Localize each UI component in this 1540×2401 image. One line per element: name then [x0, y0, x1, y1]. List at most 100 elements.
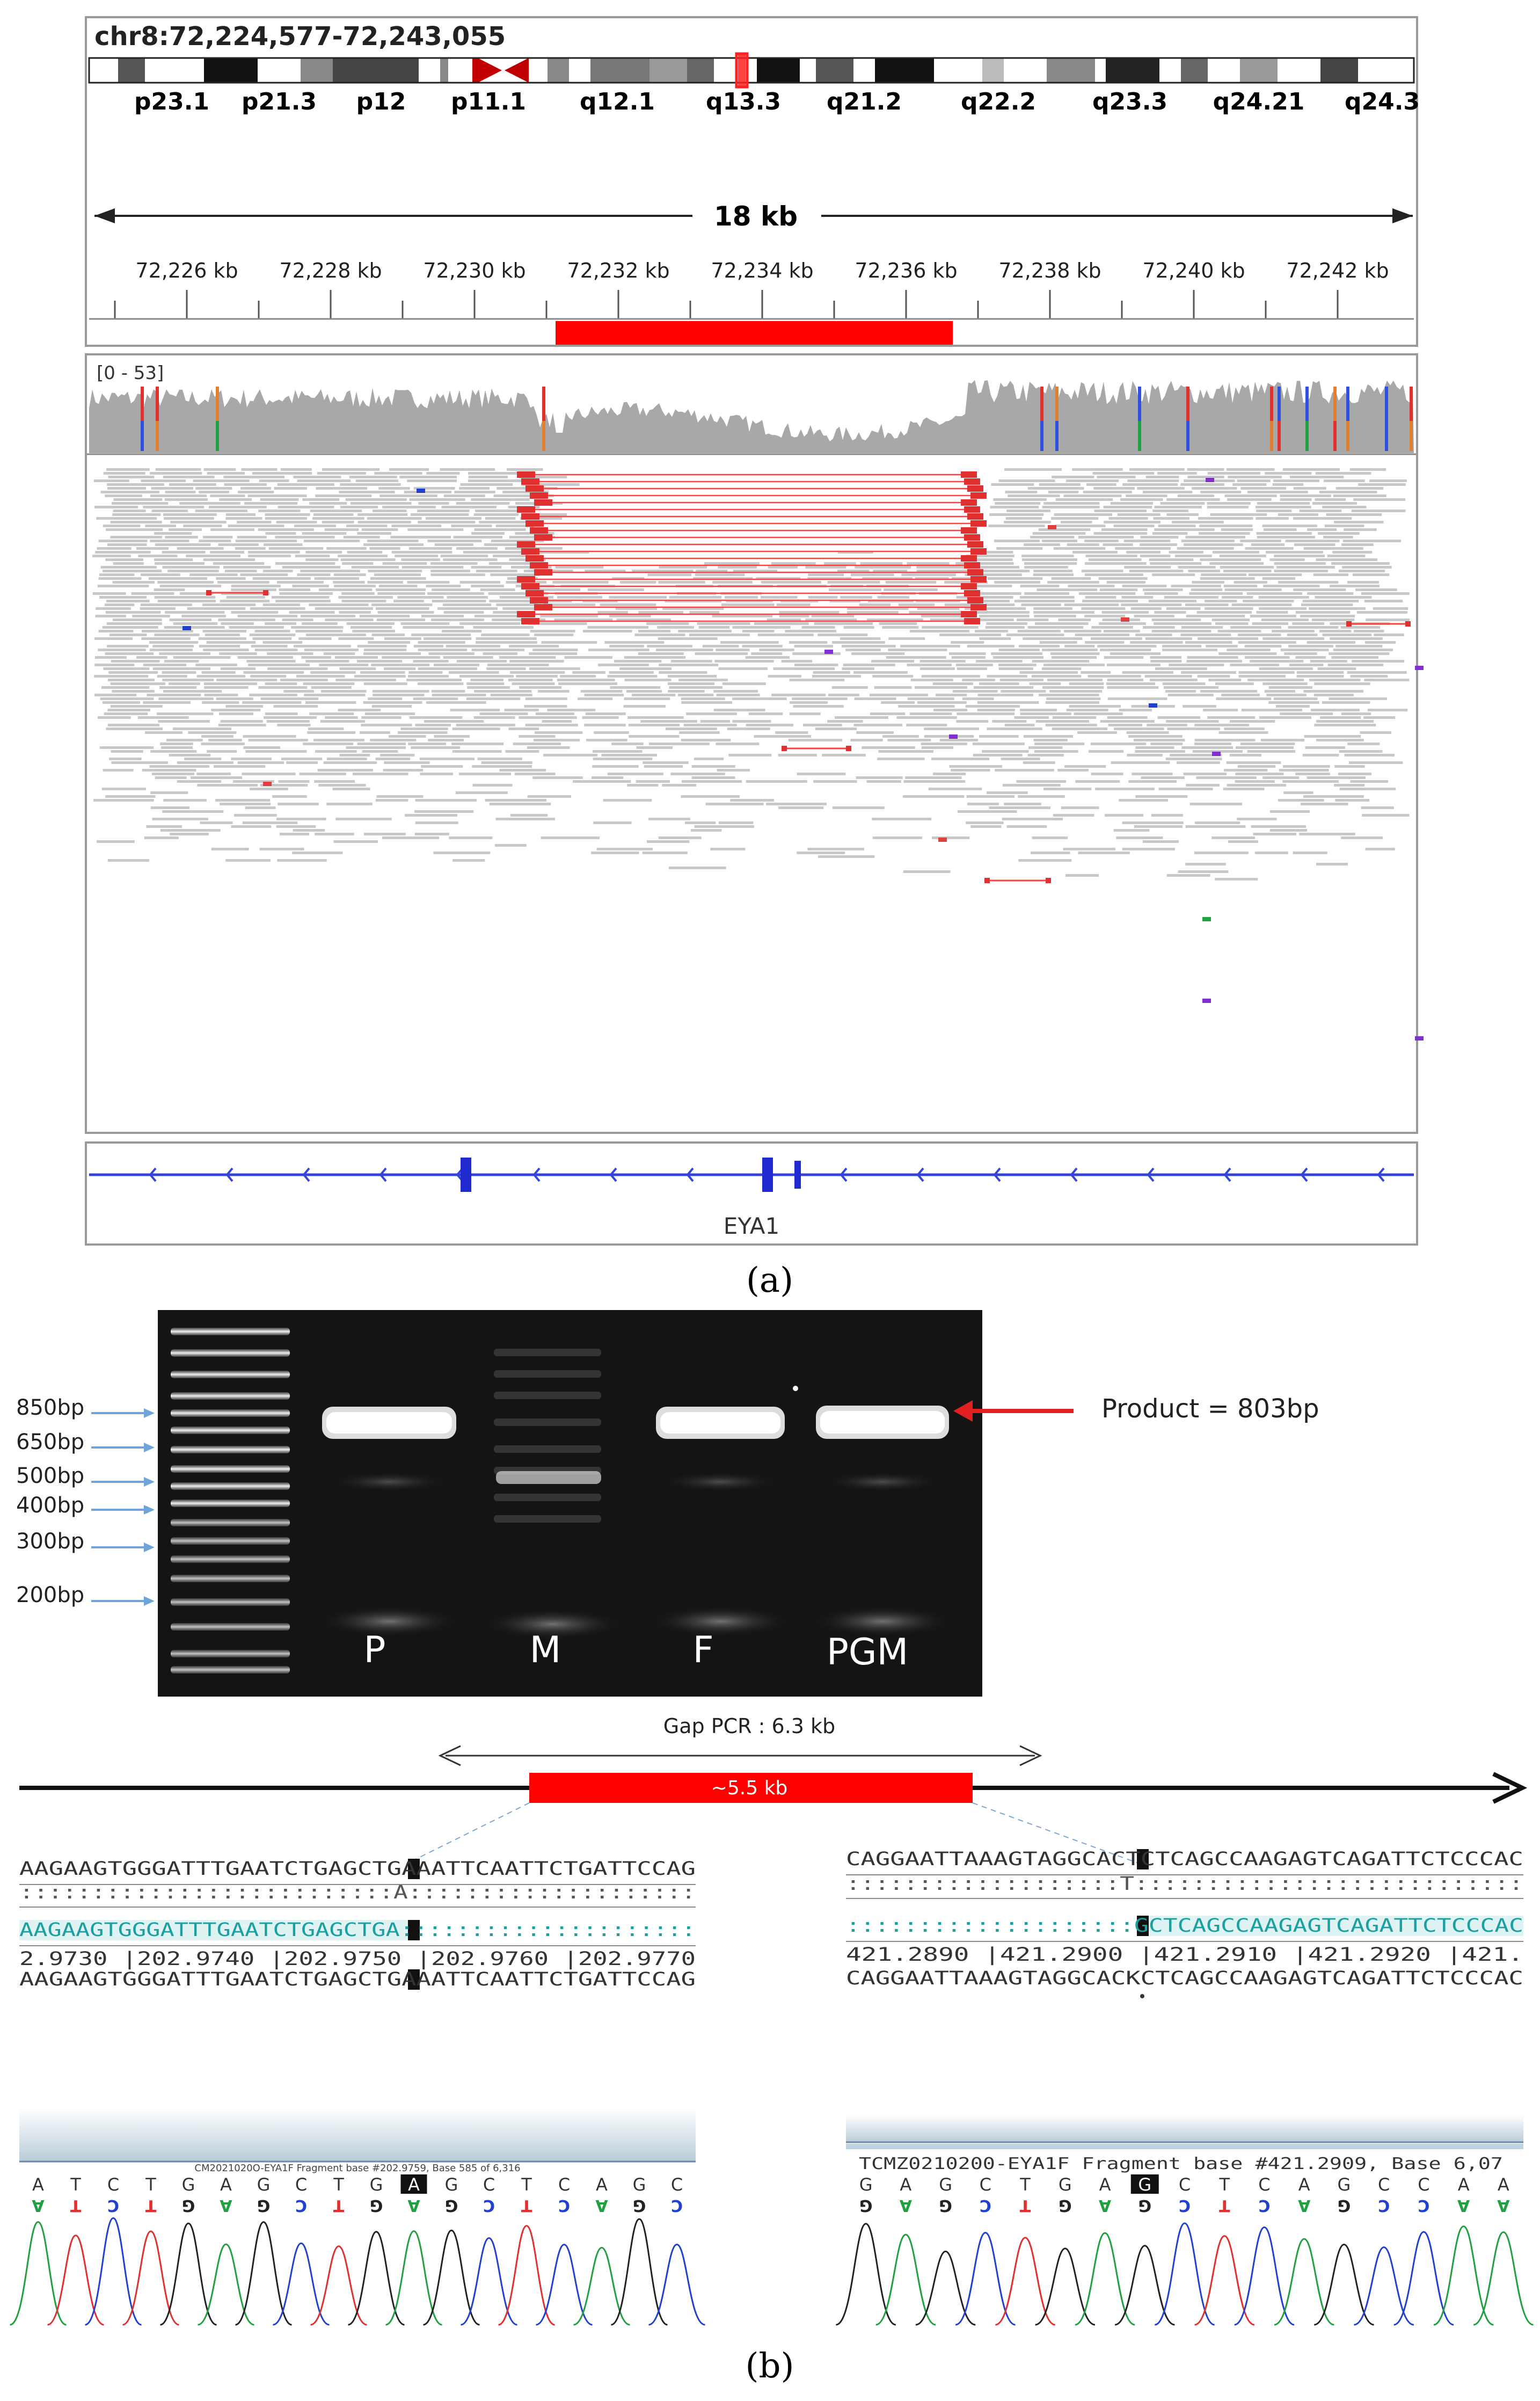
- read-end: [970, 548, 987, 555]
- read: [778, 806, 824, 809]
- read: [702, 645, 739, 647]
- read: [1155, 667, 1207, 670]
- read: [607, 773, 663, 775]
- read: [1183, 773, 1227, 775]
- read-end: [967, 485, 983, 492]
- read: [985, 626, 1025, 629]
- read: [509, 660, 564, 663]
- read: [789, 679, 845, 681]
- read: [471, 498, 530, 501]
- read: [224, 483, 267, 486]
- read: [1235, 773, 1284, 775]
- gel-glow: [661, 1472, 779, 1491]
- chromatogram-header: [19, 2108, 696, 2162]
- read: [713, 690, 758, 693]
- gel-glow: [823, 1472, 941, 1491]
- cytoband: [590, 58, 649, 83]
- read: [472, 765, 532, 768]
- read: [979, 615, 1030, 617]
- read: [1335, 645, 1383, 647]
- breakpoint-highlight: [1137, 1916, 1149, 1936]
- read: [200, 821, 233, 824]
- read: [479, 521, 539, 523]
- read: [291, 626, 344, 629]
- read: [1049, 690, 1103, 693]
- read: [204, 686, 249, 689]
- read: [294, 645, 351, 647]
- read-end: [263, 590, 268, 595]
- read: [164, 660, 199, 663]
- exon: [461, 1158, 471, 1192]
- read: [448, 671, 499, 674]
- read: [443, 656, 493, 659]
- read: [376, 795, 424, 798]
- read: [1334, 784, 1365, 787]
- read: [855, 566, 911, 569]
- read: [1237, 818, 1277, 820]
- read: [967, 645, 1014, 647]
- read: [460, 483, 513, 486]
- read: [850, 573, 894, 576]
- read: [628, 724, 680, 726]
- read: [1309, 679, 1361, 681]
- read: [237, 521, 272, 523]
- read: [505, 750, 539, 753]
- read: [164, 517, 214, 520]
- read: [1313, 573, 1349, 576]
- read: [1311, 619, 1355, 621]
- read: [225, 517, 262, 520]
- read: [1119, 799, 1168, 802]
- read: [231, 825, 272, 828]
- read: [669, 686, 722, 689]
- read: [573, 780, 631, 783]
- read: [351, 502, 412, 505]
- quality-base-call: G: [1059, 2196, 1072, 2215]
- scale-bar: 18 kb: [94, 201, 1413, 232]
- read: [1339, 750, 1383, 753]
- read: [468, 472, 526, 475]
- smear-band: [494, 1370, 601, 1378]
- read: [1211, 836, 1256, 839]
- read: [1130, 641, 1183, 644]
- read: [154, 588, 185, 591]
- read: [856, 731, 894, 734]
- read: [1152, 510, 1189, 512]
- read: [1061, 806, 1099, 809]
- read: [1147, 724, 1187, 726]
- read: [847, 611, 899, 614]
- read: [421, 615, 464, 617]
- strand-arrow-icon: [225, 1167, 233, 1182]
- read: [1344, 754, 1395, 756]
- read: [295, 630, 343, 632]
- read: [98, 577, 142, 580]
- read: [761, 581, 821, 584]
- cytoband: [118, 58, 145, 83]
- cytoband: [1320, 58, 1358, 83]
- read: [541, 641, 597, 644]
- read: [1223, 570, 1272, 572]
- read: [198, 637, 246, 640]
- read: [1226, 468, 1275, 471]
- read-end: [534, 499, 552, 506]
- read: [1194, 743, 1231, 745]
- read: [225, 859, 271, 862]
- read: [1273, 479, 1320, 482]
- read: [314, 577, 360, 580]
- read: [141, 637, 191, 640]
- read: [317, 472, 366, 475]
- read: [957, 810, 1017, 813]
- read-end: [964, 562, 980, 569]
- read: [1352, 660, 1405, 663]
- read: [242, 773, 296, 775]
- cytoband: [1106, 58, 1159, 83]
- read: [400, 622, 450, 625]
- read-end: [534, 604, 552, 610]
- read: [998, 667, 1033, 670]
- read: [1150, 660, 1182, 663]
- read: [97, 840, 135, 843]
- read: [431, 690, 465, 693]
- read: [1086, 483, 1116, 486]
- read: [1224, 727, 1265, 730]
- read: [1006, 825, 1047, 828]
- read: [659, 566, 707, 569]
